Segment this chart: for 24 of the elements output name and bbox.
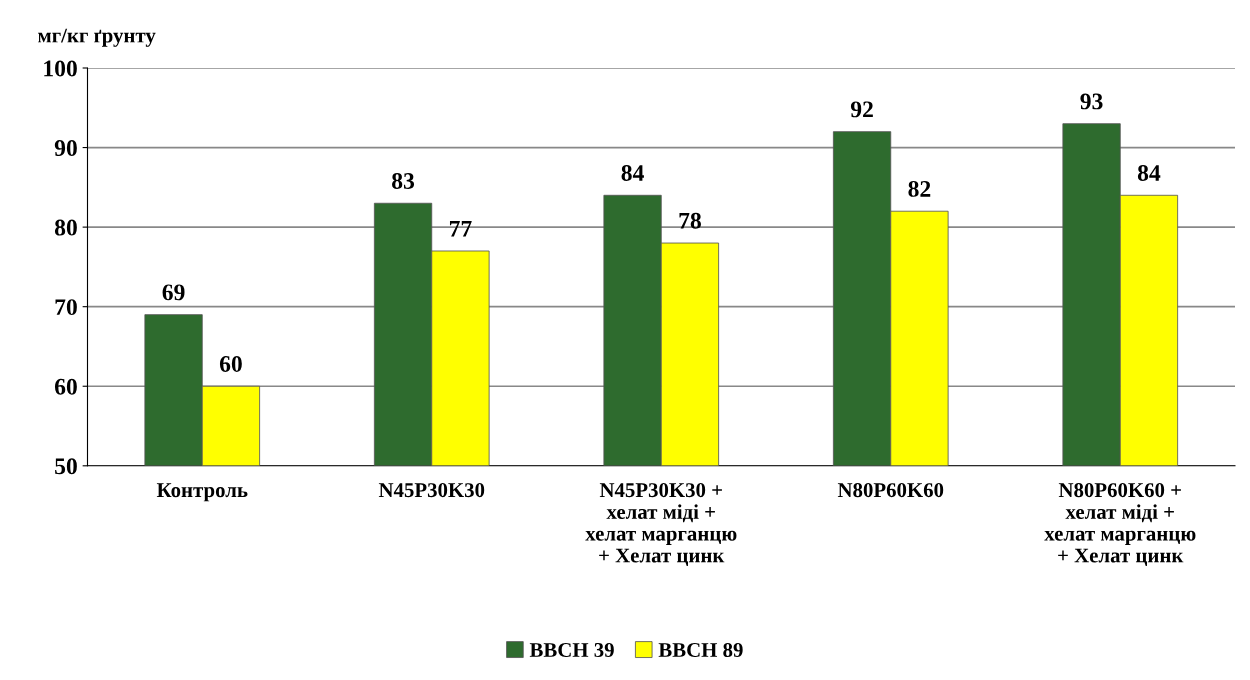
data-label: 60: [219, 355, 242, 372]
y-tick-label: 60: [54, 378, 77, 395]
x-tick-label: Контроль: [156, 483, 248, 502]
data-label: 84: [1137, 165, 1161, 181]
legend-label: BBCH 39: [529, 643, 614, 658]
y-tick-label: 90: [54, 140, 77, 156]
data-label: 78: [679, 212, 701, 229]
y-axis-title: мг/кг ґрунту: [38, 28, 156, 47]
x-tick-label: N80P60K60: [837, 483, 944, 498]
y-tick-label: 80: [54, 219, 77, 236]
y-tick-label: 70: [55, 299, 77, 316]
x-tick-label: N45P30K30 + хелат міді + хелат марганцю + Хелат цинк: [585, 483, 737, 566]
data-label: 77: [449, 220, 472, 237]
data-label: 82: [908, 180, 931, 197]
x-tick-label: N80P60K60 + хелат міді + хелат марганцю + Хелат цинк: [1044, 483, 1196, 566]
x-tick-label: N45P30K30: [378, 483, 485, 498]
data-label: 92: [850, 101, 873, 118]
data-label: 84: [621, 165, 644, 181]
y-tick-label: 100: [44, 60, 77, 77]
data-label: 83: [392, 172, 415, 189]
data-label: 69: [162, 284, 185, 301]
legend-label: BBCH 89: [658, 642, 743, 658]
y-tick-label: 50: [55, 458, 77, 475]
data-label: 93: [1080, 93, 1103, 110]
